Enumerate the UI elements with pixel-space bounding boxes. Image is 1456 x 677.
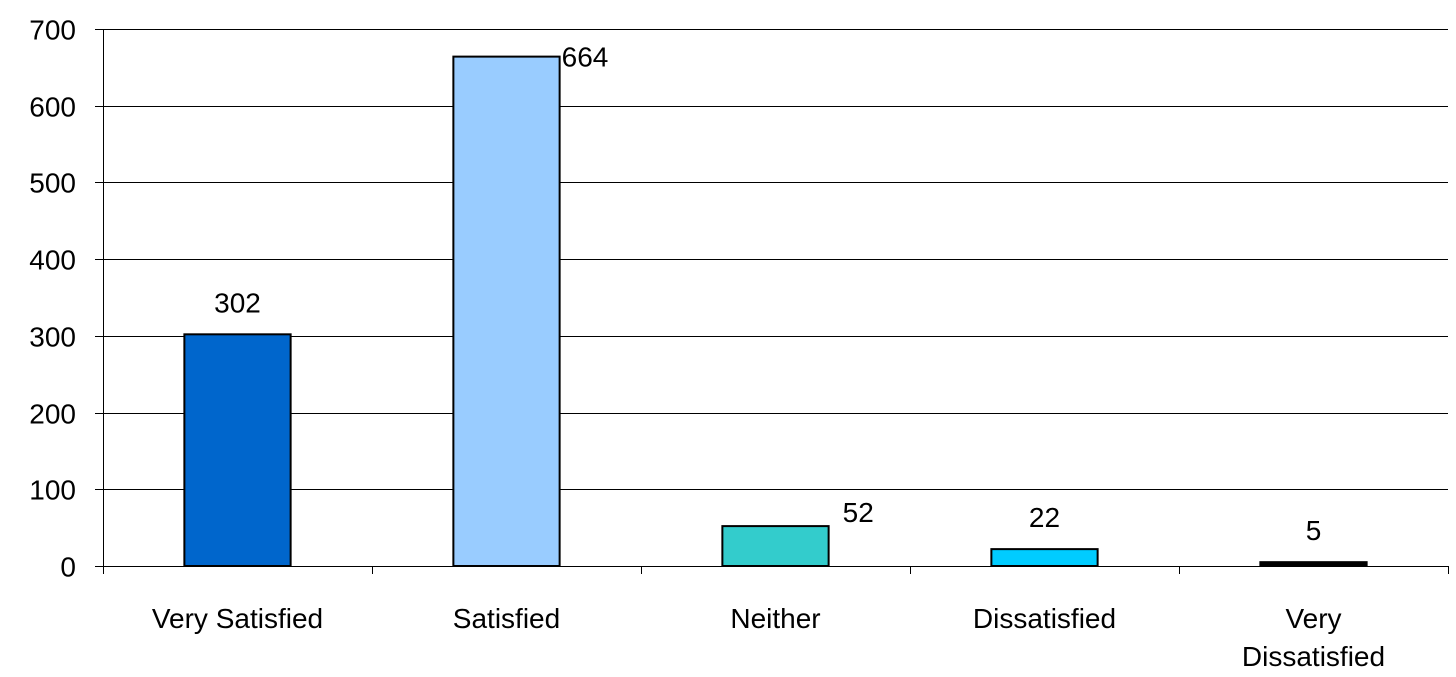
y-tick-label: 0 (60, 552, 76, 583)
y-tick-label: 500 (29, 168, 76, 199)
data-label: 5 (1306, 515, 1322, 546)
category-label: Neither (730, 603, 820, 634)
gridlines (103, 29, 1448, 490)
bar (1259, 561, 1368, 568)
bar (183, 333, 292, 567)
category-label-line: Neither (730, 603, 820, 634)
bar (990, 548, 1099, 568)
y-axis-ticks: 0 100 200 300 400 500 600 700 (29, 15, 103, 583)
x-axis-labels: Very Satisfied Satisfied Neither Dissatisfi… (152, 603, 1385, 672)
y-tick-label: 200 (29, 399, 76, 430)
category-label-line: Dissatisfied (1242, 641, 1385, 672)
category-label-line: Very (1285, 603, 1341, 634)
category-label: Very Dissatisfied (1242, 603, 1385, 672)
y-tick-label: 600 (29, 92, 76, 123)
y-tick-label: 700 (29, 15, 76, 46)
data-label: 22 (1029, 502, 1060, 533)
category-label-line: Very Satisfied (152, 603, 323, 634)
data-label: 52 (843, 497, 874, 528)
y-tick-label: 400 (29, 245, 76, 276)
y-tick-label: 100 (29, 475, 76, 506)
category-label: Dissatisfied (973, 603, 1116, 634)
category-label: Satisfied (453, 603, 560, 634)
category-label-line: Satisfied (453, 603, 560, 634)
y-tick-label: 300 (29, 322, 76, 353)
data-label: 302 (214, 287, 261, 318)
data-label: 664 (562, 42, 609, 73)
bar (721, 525, 830, 568)
data-labels: 302 664 52 22 5 (214, 42, 1321, 547)
category-label-line: Dissatisfied (973, 603, 1116, 634)
bar (452, 55, 561, 567)
category-label: Very Satisfied (152, 603, 323, 634)
axes (103, 29, 1449, 574)
